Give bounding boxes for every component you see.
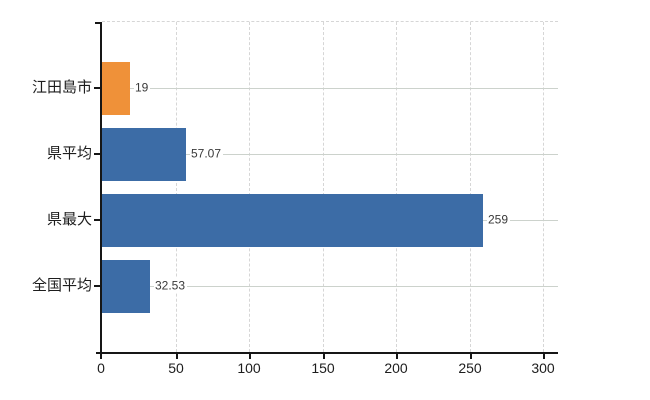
x-tick-label: 100 bbox=[237, 360, 261, 376]
x-tick-label: 200 bbox=[384, 360, 408, 376]
vertical-gridline bbox=[469, 22, 471, 352]
bar-1 bbox=[102, 128, 186, 181]
bar-value-label: 32.53 bbox=[154, 278, 188, 294]
y-axis-line bbox=[100, 22, 102, 352]
bar-value-label: 19 bbox=[134, 80, 151, 96]
vertical-gridline bbox=[322, 22, 324, 352]
bar-3 bbox=[102, 260, 150, 313]
y-axis-tick bbox=[94, 285, 101, 287]
y-axis-tick bbox=[94, 153, 101, 155]
x-axis-tick bbox=[470, 354, 472, 359]
x-tick-label: 50 bbox=[168, 360, 184, 376]
x-axis-tick bbox=[396, 354, 398, 359]
x-tick-label: 0 bbox=[97, 360, 105, 376]
x-axis-tick bbox=[249, 354, 251, 359]
category-label: 江田島市 bbox=[31, 79, 92, 96]
bar-value-label: 57.07 bbox=[190, 146, 224, 162]
category-label: 県平均 bbox=[46, 145, 92, 162]
category-label: 全国平均 bbox=[31, 277, 92, 294]
x-tick-label: 250 bbox=[458, 360, 482, 376]
vertical-gridline bbox=[175, 22, 177, 352]
vertical-gridline bbox=[249, 22, 251, 352]
horizontal-gridline bbox=[102, 88, 558, 89]
y-axis-tick bbox=[94, 219, 101, 221]
x-axis-tick bbox=[543, 354, 545, 359]
category-label: 県最大 bbox=[46, 211, 92, 228]
x-axis-tick bbox=[100, 354, 102, 359]
x-tick-label: 150 bbox=[311, 360, 335, 376]
bar-0 bbox=[102, 62, 130, 115]
x-axis-tick bbox=[176, 354, 178, 359]
x-axis-line bbox=[96, 352, 558, 354]
y-axis-top-cap-tick bbox=[95, 22, 102, 24]
horizontal-gridline bbox=[102, 154, 558, 155]
x-axis-tick bbox=[323, 354, 325, 359]
y-axis-tick bbox=[94, 87, 101, 89]
horizontal-gridline bbox=[102, 286, 558, 287]
bar-2 bbox=[102, 194, 483, 247]
x-tick-label: 300 bbox=[531, 360, 555, 376]
plot-top-border bbox=[102, 21, 558, 22]
vertical-gridline bbox=[543, 22, 545, 352]
vertical-gridline bbox=[396, 22, 398, 352]
bar-value-label: 259 bbox=[487, 212, 511, 228]
